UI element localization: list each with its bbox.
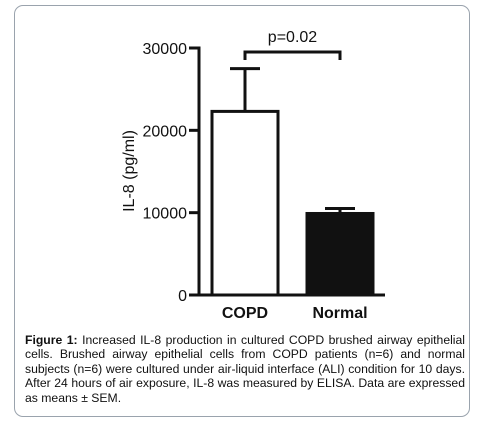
caption-label: Figure 1:	[25, 333, 78, 347]
y-tick-label: 30000	[143, 41, 188, 58]
y-tick-label: 0	[178, 288, 187, 305]
bar-chart: 0 10000 20000 30000 IL-8 (pg/ml) COPD Normal p=…	[121, 29, 385, 322]
y-tick-label: 10000	[143, 206, 188, 223]
y-tick-label: 20000	[143, 123, 188, 140]
bar-copd	[210, 109, 280, 297]
figure-caption: Figure 1: Increased IL-8 production in c…	[25, 333, 465, 405]
y-axis-label: IL-8 (pg/ml)	[121, 130, 138, 212]
caption-text: Increased IL-8 production in cultured CO…	[25, 333, 465, 405]
category-label-copd: COPD	[222, 305, 268, 322]
category-label-normal: Normal	[312, 305, 367, 322]
significance-label: p=0.02	[268, 29, 317, 46]
bar-normal	[305, 211, 375, 297]
significance-bracket	[243, 50, 342, 60]
